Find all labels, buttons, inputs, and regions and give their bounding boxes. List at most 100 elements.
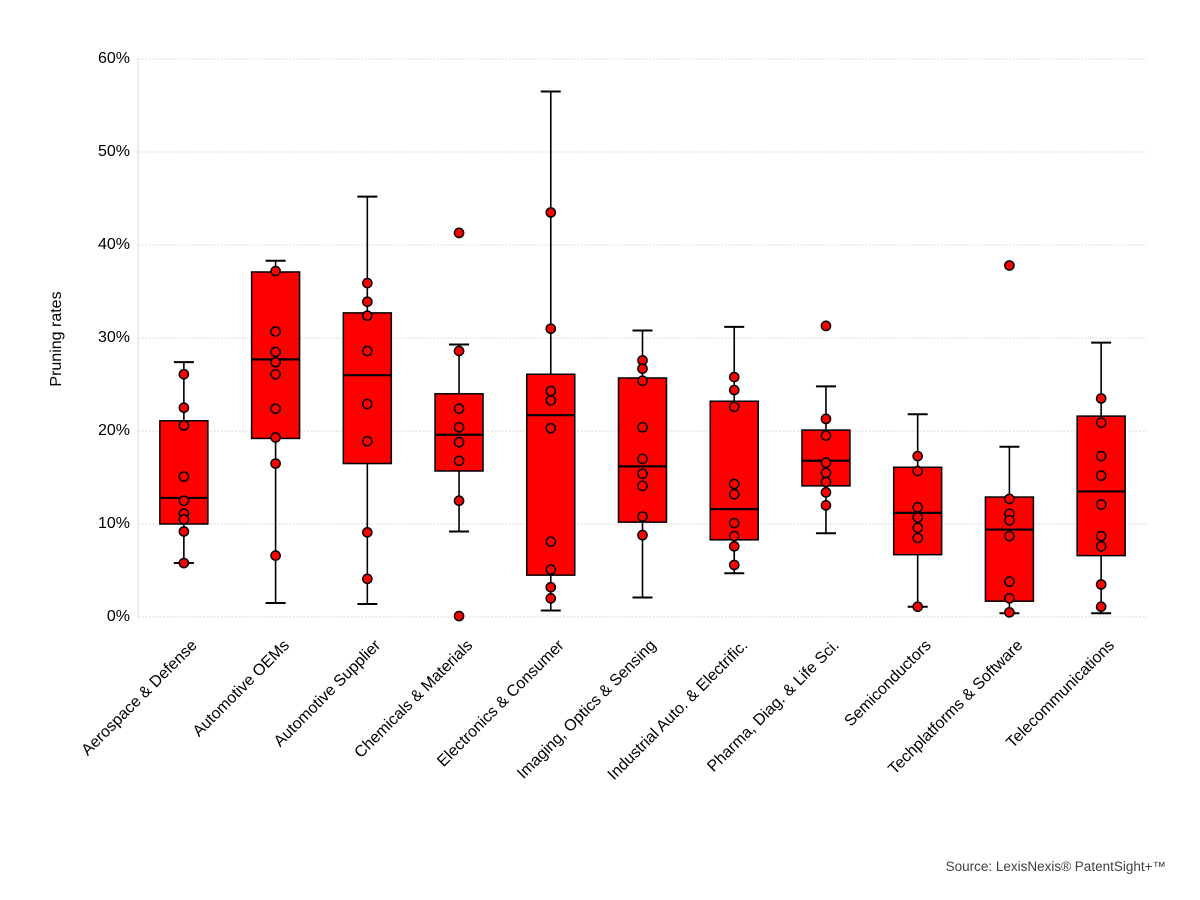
data-point [1004,260,1015,271]
data-point [912,532,924,544]
data-point [1095,601,1107,613]
y-tick-label: 30% [97,329,130,346]
data-point [178,368,190,380]
data-point [912,512,924,523]
data-point [178,402,190,414]
data-point [545,564,557,575]
data-point [1095,540,1107,552]
data-point [361,398,373,410]
data-point [453,495,465,507]
data-point [1095,499,1107,510]
source-note: Source: LexisNexis® PatentSight+™ [945,859,1166,874]
box-Industrial Auto. & Electrific. [709,400,759,541]
data-point [1004,576,1015,588]
data-point [178,557,190,569]
data-point [270,403,281,415]
data-point [270,356,281,368]
data-point [453,436,465,448]
data-point [912,522,924,534]
data-point [1004,607,1015,618]
data-point [728,530,740,542]
data-point [178,420,190,431]
data-point [178,471,190,482]
data-point [545,207,557,218]
data-point [728,371,740,383]
data-point [361,435,373,447]
data-point [453,227,465,239]
y-tick-label: 10% [97,515,130,532]
data-point [361,345,373,357]
data-point [637,511,648,522]
data-point [728,384,740,396]
data-point [637,363,648,375]
data-point [1095,579,1107,590]
data-point [820,430,832,441]
data-point [820,476,832,488]
data-point [361,296,373,308]
box-Imaging, Optics & Sensing [617,377,668,523]
data-point [270,458,281,469]
data-point [637,529,648,541]
data-point [270,550,281,561]
data-point [820,487,832,498]
data-point [728,478,740,490]
data-point [1095,393,1107,404]
data-point [820,457,832,468]
data-point [361,573,373,585]
data-point [1004,493,1015,505]
data-point [270,432,281,443]
y-tick-label: 60% [97,50,130,67]
data-point [637,480,648,492]
y-tick-label: 40% [97,236,130,253]
data-point [728,517,740,529]
data-point [545,581,557,593]
data-point [270,326,281,337]
data-point [728,401,740,413]
data-point [178,526,190,537]
y-tick-label: 0% [106,608,130,625]
data-point [637,468,648,480]
data-point [1095,470,1107,481]
data-point [270,368,281,380]
data-point [361,527,373,538]
data-point [453,610,465,622]
data-point [361,310,373,322]
data-point [1095,530,1107,542]
data-point [545,422,557,434]
data-point [637,421,648,433]
y-tick-label: 20% [97,422,130,439]
data-point [545,536,557,548]
data-point [1004,530,1015,542]
data-point [1095,417,1107,428]
data-point [453,421,465,433]
data-point [270,265,281,277]
data-point [453,345,465,357]
data-point [453,455,465,467]
y-tick-label: 50% [97,143,130,160]
data-point [728,559,740,571]
data-point [545,385,557,397]
data-point [912,501,924,513]
data-point [728,488,740,500]
data-point [820,467,832,479]
data-point [820,320,832,332]
data-point [637,375,648,387]
data-point [178,495,190,507]
data-point [912,450,924,462]
data-point [270,346,281,358]
data-point [912,465,924,477]
data-point [545,394,557,406]
data-point [361,277,373,289]
data-point [178,514,190,525]
data-point [545,323,557,335]
data-point [820,500,832,511]
data-point [1004,593,1015,604]
data-point [1004,514,1015,526]
data-point [728,540,740,552]
data-point [912,601,924,613]
data-point [637,453,648,465]
data-point [820,413,832,425]
data-point [453,403,465,415]
